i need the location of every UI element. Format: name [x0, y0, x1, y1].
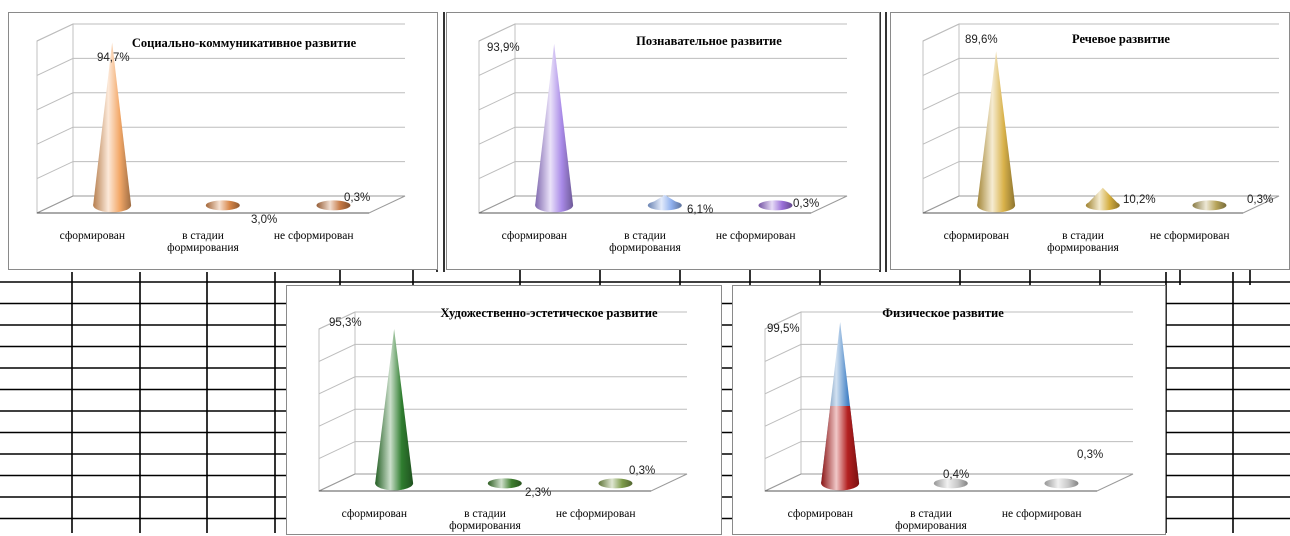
chart-frame	[36, 23, 406, 214]
chart-3-svg: Художественно-эстетическое развитие 95,3%…	[318, 306, 688, 532]
chart-frame	[922, 23, 1280, 214]
category-label: сформирован	[60, 230, 126, 242]
cone-bar	[487, 478, 522, 489]
category-label: сформирован	[342, 508, 408, 520]
cone-bar	[1192, 200, 1227, 211]
cone-bar	[933, 478, 968, 489]
cone-bar	[598, 478, 633, 489]
category-label: в стадии	[910, 508, 952, 520]
value-label: 89,6%	[965, 34, 998, 46]
gridline	[36, 161, 405, 180]
cone-bar	[758, 200, 793, 211]
gridline	[922, 23, 1279, 42]
value-label: 0,3%	[629, 465, 655, 477]
chart-4-svg: Физическое развитие 99,5% сформирован 0,4% в…	[764, 306, 1134, 532]
cone-bar	[977, 51, 1016, 213]
gridline	[36, 126, 405, 145]
category-label: сформирован	[502, 230, 568, 242]
cone-bar	[205, 200, 240, 211]
gridline	[36, 57, 405, 76]
value-label: 95,3%	[329, 317, 362, 329]
gridline	[478, 126, 847, 145]
cone-bar	[647, 194, 682, 211]
category-label: формирования	[895, 520, 967, 532]
chart-title: Физическое развитие	[882, 306, 1004, 320]
gridline	[478, 92, 847, 111]
gridline	[318, 343, 687, 362]
category-label: формирования	[1047, 242, 1119, 254]
gridline	[922, 57, 1279, 76]
cone-bar	[1044, 478, 1079, 489]
cone-bar	[93, 42, 132, 213]
cone-bar	[375, 328, 414, 491]
cone-bar	[1085, 187, 1120, 211]
category-label: в стадии	[182, 230, 224, 242]
category-label: сформирован	[944, 230, 1010, 242]
category-label: не сформирован	[1150, 230, 1230, 242]
gridline	[922, 161, 1279, 180]
value-label: 0,3%	[793, 198, 819, 210]
gridline	[764, 311, 1133, 330]
value-label: 10,2%	[1123, 194, 1156, 206]
category-label: формирования	[609, 242, 681, 254]
category-label: не сформирован	[716, 230, 796, 242]
gridline	[764, 376, 1133, 395]
gridline	[764, 343, 1133, 362]
cone-bar	[316, 200, 351, 211]
chart-speech: Речевое развитие 89,6% сформирован 10,2% в с…	[890, 12, 1290, 270]
gridline	[922, 126, 1279, 145]
value-label: 6,1%	[687, 204, 713, 216]
chart-title: Художественно-эстетическое развитие	[441, 306, 658, 320]
gridline	[478, 23, 847, 42]
gridline	[318, 311, 687, 330]
chart-2-svg: Речевое развитие 89,6% сформирован 10,2% в с…	[922, 23, 1280, 254]
value-label: 93,9%	[487, 42, 520, 54]
gridline	[318, 408, 687, 427]
chart-frame	[764, 311, 1134, 492]
chart-artistic-aesthetic: Художественно-эстетическое развитие 95,3%…	[286, 285, 722, 535]
gridline	[36, 23, 405, 42]
gridline	[318, 376, 687, 395]
category-label: формирования	[167, 242, 239, 254]
gridline	[922, 92, 1279, 111]
category-label: формирования	[449, 520, 521, 532]
chart-frame	[478, 23, 848, 214]
cone-lower-band	[821, 405, 860, 484]
gridline	[478, 161, 847, 180]
value-label: 94,7%	[97, 52, 130, 64]
chart-cognitive: Познавательное развитие 93,9% сформирован 6…	[446, 12, 880, 270]
category-label: в стадии	[1062, 230, 1104, 242]
category-label: в стадии	[624, 230, 666, 242]
gridline	[318, 441, 687, 460]
value-label: 0,3%	[344, 192, 370, 204]
chart-1-svg: Познавательное развитие 93,9% сформирован 6…	[478, 23, 848, 254]
value-label: 2,3%	[525, 487, 551, 499]
chart-title: Речевое развитие	[1072, 32, 1170, 46]
gridline	[36, 92, 405, 111]
chart-physical: Физическое развитие 99,5% сформирован 0,4% в…	[732, 285, 1166, 535]
category-label: в стадии	[464, 508, 506, 520]
chart-social-communicative: Социально-коммуникативное развитие 94,7% с…	[8, 12, 438, 270]
category-label: сформирован	[788, 508, 854, 520]
category-label: не сформирован	[1002, 508, 1082, 520]
gridline	[764, 408, 1133, 427]
category-label: не сформирован	[556, 508, 636, 520]
cone-bar	[821, 322, 860, 491]
gridline	[478, 57, 847, 76]
chart-title: Социально-коммуникативное развитие	[132, 36, 357, 50]
gridline	[764, 441, 1133, 460]
chart-title: Познавательное развитие	[636, 34, 782, 48]
value-label: 0,3%	[1077, 449, 1103, 461]
category-label: не сформирован	[274, 230, 354, 242]
value-label: 99,5%	[767, 323, 800, 335]
cone-bar	[535, 43, 574, 213]
value-label: 0,4%	[943, 469, 969, 481]
value-label: 0,3%	[1247, 194, 1273, 206]
value-label: 3,0%	[251, 214, 277, 226]
